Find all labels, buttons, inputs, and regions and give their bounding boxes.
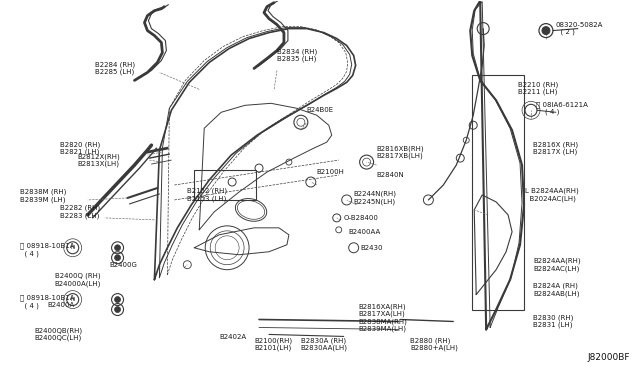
Text: B2402A: B2402A	[219, 334, 246, 340]
Text: N: N	[70, 245, 75, 250]
Text: B2100H: B2100H	[317, 169, 345, 175]
Text: B2284 (RH)
B2285 (LH): B2284 (RH) B2285 (LH)	[95, 61, 135, 76]
Text: B2816XB(RH)
B2817XB(LH): B2816XB(RH) B2817XB(LH)	[376, 145, 424, 159]
Circle shape	[115, 255, 120, 261]
Circle shape	[115, 307, 120, 312]
Text: B2400QB(RH)
B2400QC(LH): B2400QB(RH) B2400QC(LH)	[35, 327, 83, 341]
Text: J82000BF: J82000BF	[588, 353, 630, 362]
Text: 08320-5082A
  ( 2 ): 08320-5082A ( 2 )	[556, 22, 604, 35]
Text: B2834 (RH)
B2835 (LH): B2834 (RH) B2835 (LH)	[277, 48, 317, 62]
Text: B2840N: B2840N	[376, 172, 404, 178]
Circle shape	[115, 245, 120, 251]
Text: B2244N(RH)
B2245N(LH): B2244N(RH) B2245N(LH)	[354, 191, 397, 205]
Text: B2824AA(RH)
B2824AC(LH): B2824AA(RH) B2824AC(LH)	[533, 258, 580, 272]
Text: B2400A: B2400A	[48, 302, 75, 308]
Text: L B2824AA(RH)
  B2024AC(LH): L B2824AA(RH) B2024AC(LH)	[525, 188, 579, 202]
Text: B2830 (RH)
B2831 (LH): B2830 (RH) B2831 (LH)	[533, 314, 573, 328]
Text: ⓝ 08918-10B1A
  ( 4 ): ⓝ 08918-10B1A ( 4 )	[20, 243, 74, 257]
Circle shape	[542, 27, 550, 35]
Text: ⓝ 08918-10B1A
  ( 4 ): ⓝ 08918-10B1A ( 4 )	[20, 295, 74, 309]
Text: B2816X (RH)
B2817X (LH): B2816X (RH) B2817X (LH)	[533, 141, 578, 155]
Text: B2282 (RH)
B2283 (LH): B2282 (RH) B2283 (LH)	[60, 205, 100, 219]
Bar	[195, 170, 256, 200]
Text: B2400G: B2400G	[109, 262, 138, 268]
Circle shape	[115, 296, 120, 302]
Text: B2100(RH)
B2101(LH): B2100(RH) B2101(LH)	[254, 337, 292, 352]
Text: B2152 (RH)
B2153 (LH): B2152 (RH) B2153 (LH)	[188, 188, 227, 202]
Text: B2430: B2430	[361, 245, 383, 251]
Text: B2830A (RH)
B2830AA(LH): B2830A (RH) B2830AA(LH)	[301, 337, 348, 352]
Text: N: N	[70, 297, 75, 302]
Text: B2210 (RH)
B2211 (LH): B2210 (RH) B2211 (LH)	[518, 81, 558, 95]
Text: Ⓑ 08IA6-6121A
    ( 4 ): Ⓑ 08IA6-6121A ( 4 )	[536, 101, 588, 115]
Text: B2820 (RH)
B2821 (LH): B2820 (RH) B2821 (LH)	[60, 141, 100, 155]
Text: B2838M (RH)
B2839M (LH): B2838M (RH) B2839M (LH)	[20, 189, 67, 203]
Text: O-B28400: O-B28400	[344, 215, 379, 221]
Bar	[472, 76, 524, 310]
Text: B24B0E: B24B0E	[307, 107, 334, 113]
Text: B2880 (RH)
B2880+A(LH): B2880 (RH) B2880+A(LH)	[410, 337, 458, 352]
Text: B2400Q (RH)
B24000A(LH): B2400Q (RH) B24000A(LH)	[55, 273, 101, 287]
Text: B2824A (RH)
B2824AB(LH): B2824A (RH) B2824AB(LH)	[533, 283, 579, 296]
Text: B2400AA: B2400AA	[349, 229, 381, 235]
Text: B2812X(RH)
B2813X(LH): B2812X(RH) B2813X(LH)	[77, 153, 120, 167]
Text: B2816XA(RH)
B2817XA(LH)
B2838MA(RH)
B2839MA(LH): B2816XA(RH) B2817XA(LH) B2838MA(RH) B283…	[358, 303, 408, 332]
